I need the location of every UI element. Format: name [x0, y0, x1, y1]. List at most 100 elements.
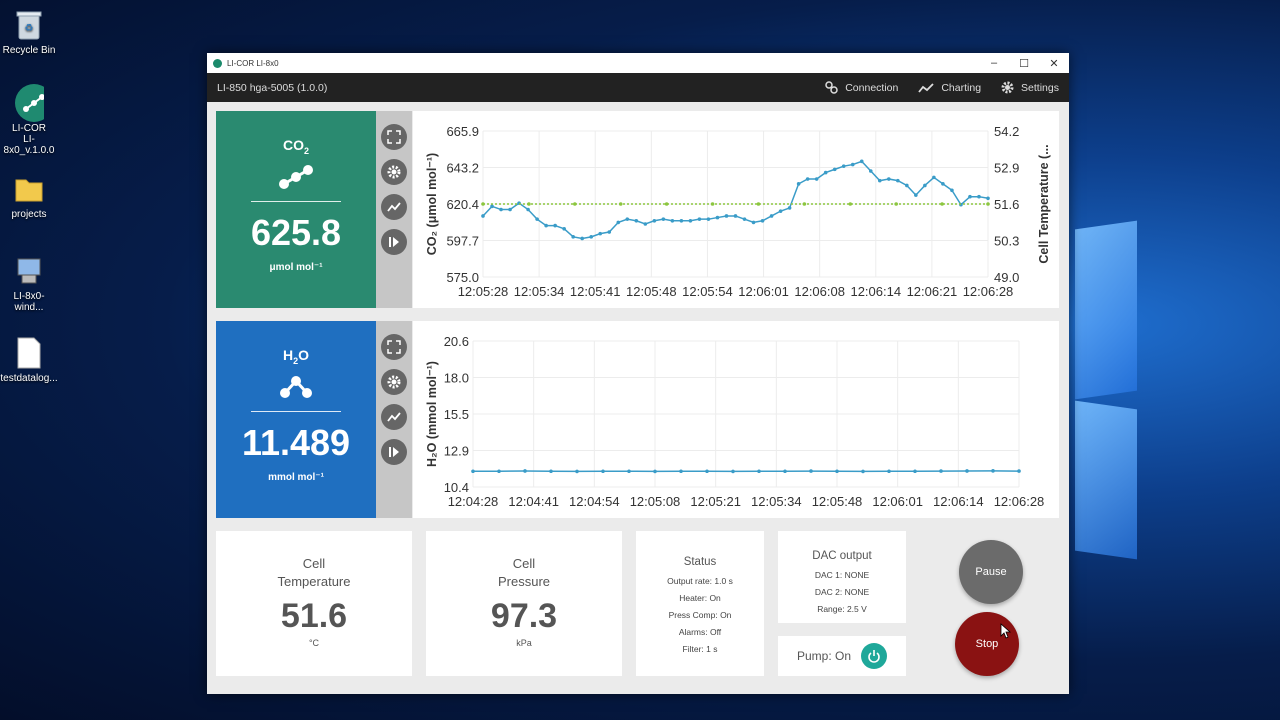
cell-pressure-value: 97.3 [490, 597, 558, 635]
h2o-expand-button[interactable] [381, 334, 407, 360]
data-point [571, 235, 575, 239]
y2-tick-label: 54.2 [994, 124, 1019, 139]
x-tick-label: 12:05:21 [690, 494, 741, 509]
status-title: Status [683, 556, 717, 568]
desktop-icon-licor-app[interactable]: LI-COR LI-8x0_v.1.0.0 [0, 84, 58, 156]
data-point [661, 217, 666, 221]
desktop-icon-label: projects [11, 209, 47, 220]
data-point [913, 469, 917, 474]
h2o-play-button[interactable] [381, 439, 407, 465]
x-tick-label: 12:05:54 [682, 284, 733, 299]
x-tick-label: 12:06:01 [872, 494, 923, 509]
x-tick-label: 12:05:34 [751, 494, 802, 509]
gear-icon [387, 165, 401, 179]
status-output-rate: Output rate: 1.0 s [667, 576, 733, 586]
h2o-value: 11.489 [241, 422, 351, 464]
x-tick-label: 12:05:08 [630, 494, 681, 509]
data-point [896, 178, 900, 183]
co2-unit: μmol mol⁻¹ [269, 262, 323, 274]
data-point [802, 202, 807, 206]
maximize-button[interactable]: ☐ [1019, 57, 1029, 70]
app-window: LI-COR LI-8x0 – ☐ ✕ LI-850 hga-5005 (1.0… [207, 53, 1069, 694]
dac-range: Range: 2.5 V [817, 604, 867, 614]
data-point [796, 182, 801, 186]
y-tick-label: 18.0 [444, 371, 469, 386]
pump-toggle-button[interactable] [861, 643, 888, 669]
instrument-name: LI-850 hga-5005 (1.0.0) [217, 81, 328, 94]
data-point [787, 206, 792, 210]
series-line [473, 470, 1020, 473]
data-point [991, 469, 995, 473]
stop-button[interactable]: Stop [955, 612, 1019, 676]
data-point [859, 159, 864, 164]
close-button[interactable]: ✕ [1049, 57, 1059, 70]
desktop-icon-testdatalog[interactable]: testdatalog... [0, 336, 58, 384]
co2-chart-button[interactable] [381, 194, 407, 220]
nav-settings[interactable]: Settings [1001, 81, 1059, 94]
data-point [490, 204, 494, 209]
h2o-molecule-icon [280, 375, 312, 398]
nav-connection[interactable]: Connection [825, 81, 898, 94]
y-tick-label: 665.9 [446, 124, 479, 139]
nav-charting[interactable]: Charting [918, 81, 981, 94]
y-tick-label: 10.4 [444, 480, 469, 495]
cell-pressure-unit: kPa [516, 638, 532, 648]
y-tick-label: 597.7 [446, 234, 479, 249]
play-step-icon [389, 237, 399, 247]
cell-temperature-tile: Cell Temperature 51.6 °C [216, 531, 412, 676]
power-icon [868, 650, 880, 663]
status-filter: Filter: 1 s [682, 644, 718, 654]
data-point [526, 207, 530, 212]
nav-settings-label: Settings [1021, 81, 1059, 94]
desktop-icon-label: Recycle Bin [2, 45, 56, 56]
recycle-bin-icon: ♻ [14, 8, 44, 42]
co2-expand-button[interactable] [381, 124, 407, 150]
pause-button[interactable]: Pause [959, 540, 1023, 604]
status-heater: Heater: On [679, 593, 721, 603]
dac-title: DAC output [812, 550, 872, 562]
x-tick-label: 12:05:34 [514, 284, 565, 299]
data-point [894, 202, 898, 206]
data-point [679, 218, 684, 223]
data-point [950, 188, 954, 193]
data-point [965, 469, 969, 473]
co2-play-button[interactable] [381, 229, 407, 255]
desktop-icon-projects[interactable]: projects [0, 172, 58, 220]
pump-tile: Pump: On [778, 636, 906, 676]
data-point [832, 167, 837, 172]
y2-tick-label: 52.9 [994, 161, 1019, 176]
status-tile: Status Output rate: 1.0 s Heater: On Pre… [636, 531, 764, 676]
data-point [841, 164, 846, 168]
y-tick-label: 15.5 [444, 407, 469, 422]
y-axis-label: CO₂ (μmol mol⁻¹) [425, 153, 439, 255]
x-tick-label: 12:06:21 [907, 284, 958, 299]
data-point [549, 469, 553, 474]
data-point [616, 220, 621, 225]
data-point [705, 469, 709, 474]
data-point [861, 469, 865, 474]
data-point [760, 218, 765, 223]
minimize-button[interactable]: – [990, 56, 998, 69]
x-tick-label: 12:05:41 [570, 284, 621, 299]
desktop-icon-label: testdatalog... [0, 373, 58, 384]
dac2-value: DAC 2: NONE [814, 587, 870, 597]
data-point [688, 218, 693, 223]
dac-output-tile: DAC output DAC 1: NONE DAC 2: NONE Range… [778, 531, 906, 623]
chart-line-icon [387, 412, 401, 422]
desktop-icon-installer[interactable]: LI-8x0-wind... [0, 254, 58, 313]
data-point [481, 202, 485, 206]
data-point [625, 217, 630, 221]
data-point [850, 162, 855, 167]
co2-chart: 12:05:28 12:05:34 12:05:41 12:05:48 12:05:54… [425, 124, 1051, 299]
desktop-icon-recycle-bin[interactable]: ♻ Recycle Bin [0, 8, 58, 56]
dac1-value: DAC 1: NONE [814, 570, 870, 580]
data-point [664, 202, 669, 206]
cell-temperature-unit: °C [308, 638, 320, 648]
data-point [1017, 469, 1021, 473]
data-point [499, 207, 503, 212]
h2o-chart-button[interactable] [381, 404, 407, 430]
h2o-settings-button[interactable] [381, 369, 407, 395]
y2-tick-label: 50.3 [994, 234, 1019, 249]
co2-settings-button[interactable] [381, 159, 407, 185]
data-point [751, 220, 756, 225]
